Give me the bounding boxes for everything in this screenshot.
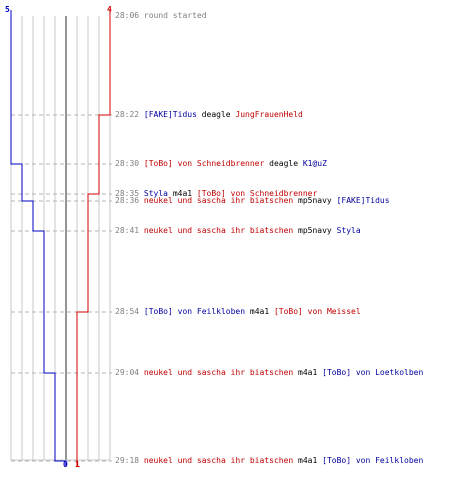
event-player: [FAKE]Tidus (336, 196, 390, 205)
event-row: 28:36 neukel und sascha ihr biatschen mp… (115, 196, 390, 205)
event-player: [ToBo] von Schneidbrenner (143, 159, 265, 168)
event-player: JungFrauenHeld (235, 110, 303, 119)
red-team-step-line (76, 10, 111, 466)
event-weapon: m4a1 (245, 307, 274, 316)
event-player: neukel und sascha ihr biatschen (143, 368, 294, 377)
event-row: 28:30 [ToBo] von Schneidbrenner deagle K… (115, 159, 327, 168)
event-player: neukel und sascha ihr biatschen (143, 226, 294, 235)
event-player: Styla (143, 189, 168, 198)
event-time: 28:41 (115, 226, 144, 235)
event-time: 28:06 (115, 11, 144, 20)
red-start-score: 4 (107, 5, 112, 14)
event-weapon: mp5navy (293, 196, 337, 205)
event-weapon: mp5navy (293, 226, 337, 235)
event-time: 28:22 (115, 110, 144, 119)
event-row: 28:06 round started (115, 11, 207, 20)
event-weapon: deagle (264, 159, 303, 168)
blue-start-score: 5 (5, 5, 10, 14)
event-player: [ToBo] von Feilkloben (143, 307, 246, 316)
event-row: 29:04 neukel und sascha ihr biatschen m4… (115, 368, 423, 377)
event-player: [FAKE]Tidus (143, 110, 197, 119)
event-player: [ToBo] von Feilkloben (322, 456, 424, 465)
event-row: 28:41 neukel und sascha ihr biatschen mp… (115, 226, 361, 235)
blue-team-step-line (10, 10, 67, 466)
event-row: 28:22 [FAKE]Tidus deagle JungFrauenHeld (115, 110, 303, 119)
event-row: 28:54 [ToBo] von Feilkloben m4a1 [ToBo] … (115, 307, 361, 316)
event-player: Styla (336, 226, 361, 235)
event-weapon: m4a1 (293, 368, 323, 377)
event-player: round started (143, 11, 207, 20)
event-weapon: deagle (196, 110, 236, 119)
event-time: 28:35 (115, 189, 144, 198)
event-row: 28:35 Styla m4a1 [ToBo] von Schneidbrenn… (115, 189, 317, 198)
event-player: K1@uZ (302, 159, 327, 168)
event-time: 29:18 (115, 456, 144, 465)
event-player: [ToBo] von Schneidbrenner (196, 189, 318, 198)
blue-end-score: 0 (63, 460, 68, 469)
grid-lines (10, 16, 111, 461)
event-weapon: m4a1 (168, 189, 197, 198)
event-player: [ToBo] von Meissel (273, 307, 361, 316)
event-time: 28:36 (115, 196, 144, 205)
event-dashes (11, 114, 112, 462)
red-end-score: 1 (75, 460, 80, 469)
event-player: [ToBo] von Loetkolben (322, 368, 424, 377)
event-player: neukel und sascha ihr biatschen (143, 196, 294, 205)
event-row: 29:18 neukel und sascha ihr biatschen m4… (115, 456, 423, 465)
event-time: 28:30 (115, 159, 144, 168)
event-weapon: m4a1 (293, 456, 323, 465)
event-player: neukel und sascha ihr biatschen (143, 456, 294, 465)
event-time: 28:54 (115, 307, 144, 316)
event-time: 29:04 (115, 368, 144, 377)
